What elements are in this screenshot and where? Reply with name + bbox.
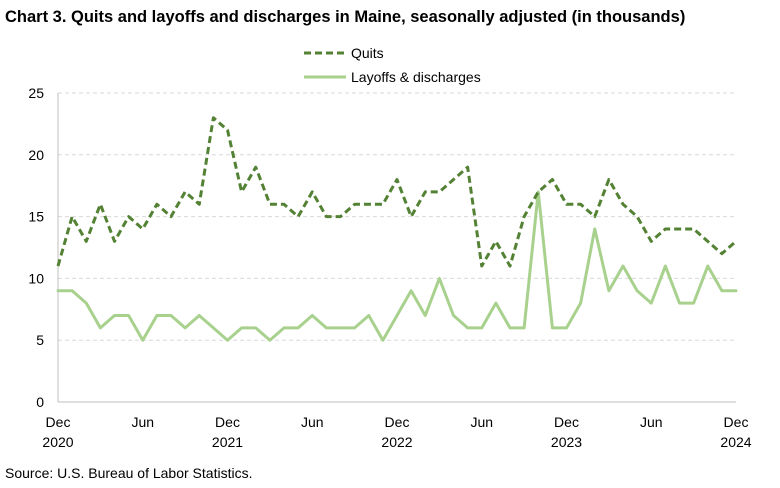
x-tick-label: Jun xyxy=(640,414,663,430)
x-tick-label: Dec xyxy=(724,414,749,430)
legend-label-quits: Quits xyxy=(351,45,384,61)
series-lines xyxy=(56,116,738,342)
x-tick-label: Jun xyxy=(470,414,493,430)
legend: Quits Layoffs & discharges xyxy=(304,45,481,85)
y-tick-label: 20 xyxy=(28,147,44,163)
x-tick-label: Dec xyxy=(554,414,579,430)
series-quits-line xyxy=(56,116,737,268)
legend-label-layoffs-discharges: Layoffs & discharges xyxy=(351,69,481,85)
y-tick-label: 0 xyxy=(36,394,44,410)
x-tick-label: Dec xyxy=(385,414,410,430)
x-tick-year-label: 2022 xyxy=(381,434,412,450)
y-tick-label: 25 xyxy=(28,85,44,101)
y-tick-label: 5 xyxy=(36,332,44,348)
y-tick-label: 15 xyxy=(28,209,44,225)
x-tick-year-label: 2024 xyxy=(720,434,751,450)
x-tick-year-label: 2020 xyxy=(42,434,73,450)
gridlines xyxy=(58,92,736,341)
y-tick-label: 10 xyxy=(28,270,44,286)
x-tick-label: Dec xyxy=(215,414,240,430)
axes: 0 5 10 15 20 25 Dec 2020 Jun Dec 2021 Jun Dec 2022 Jun… xyxy=(28,85,751,450)
source-note: Source: U.S. Bureau of Labor Statistics. xyxy=(5,465,253,481)
series-layoffs-discharges-line xyxy=(56,190,738,342)
chart-title: Chart 3. Quits and layoffs and discharge… xyxy=(5,8,686,26)
x-tick-year-label: 2021 xyxy=(212,434,243,450)
x-tick-label: Jun xyxy=(301,414,324,430)
x-tick-label: Dec xyxy=(46,414,71,430)
x-tick-year-label: 2023 xyxy=(551,434,582,450)
x-tick-label: Jun xyxy=(131,414,154,430)
